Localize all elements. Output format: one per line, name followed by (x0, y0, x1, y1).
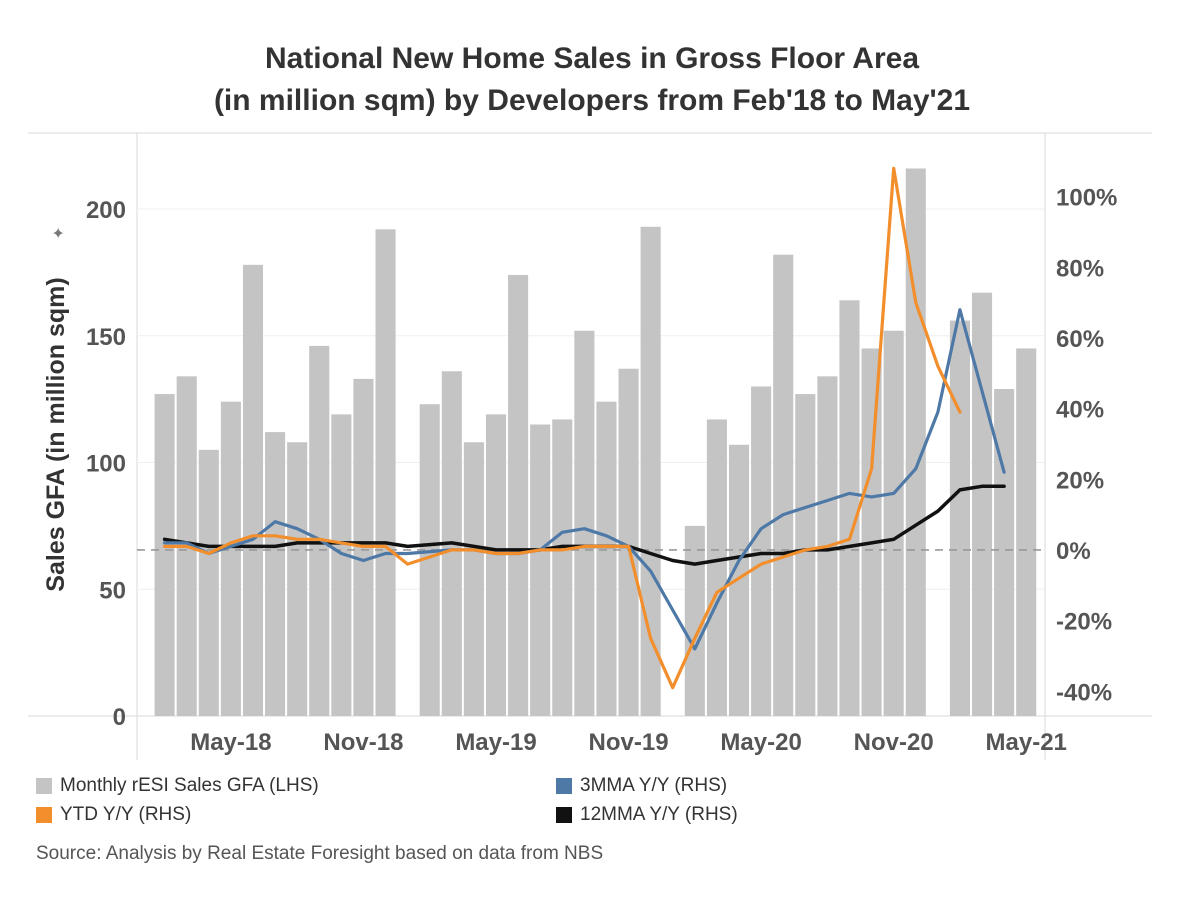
legend-item-3mma: 3MMA Y/Y (RHS) (556, 775, 727, 797)
y-right-tick-label: 80% (1056, 255, 1104, 282)
bar-gfa (220, 401, 241, 716)
bar-gfa (596, 401, 617, 716)
bar-gfa (574, 330, 595, 716)
bar-gfa (242, 264, 264, 716)
bar-gfa (375, 229, 396, 717)
y-left-tick-label: 50 (99, 577, 126, 604)
line-series-3mma (163, 308, 1006, 651)
bar-gfa (463, 442, 484, 716)
legend-swatch-gfa (36, 778, 52, 794)
bar-gfa (751, 386, 772, 716)
bar-gfa (949, 320, 970, 716)
legend-item-gfa: Monthly rESI Sales GFA (LHS) (36, 775, 319, 797)
bar-gfa (1016, 348, 1037, 716)
x-tick-label: Nov-20 (854, 729, 934, 756)
bar-gfa (773, 254, 794, 717)
y-left-tick-label: 150 (86, 324, 126, 351)
bar-gfa (618, 368, 639, 716)
x-tick-label: Nov-18 (323, 729, 403, 756)
bar-gfa (640, 226, 661, 716)
bar-gfa (552, 419, 573, 716)
bar-gfa (530, 424, 551, 716)
y-right-tick-label: -20% (1056, 609, 1112, 636)
legend-swatch-3mma (556, 778, 572, 794)
legend-label-3mma: 3MMA Y/Y (RHS) (580, 775, 728, 796)
bar-gfa (419, 404, 440, 716)
chart-plot: 0 50 100 150 200 -40% -20% 0% 20% 40% 60% 80% 100% Sa… (28, 132, 1152, 760)
bar-gfa (485, 414, 507, 716)
y-right-tick-label: 20% (1056, 467, 1104, 494)
x-tick-label: May-18 (190, 729, 271, 756)
bar-gfa (706, 419, 727, 716)
bar-gfa (839, 300, 860, 716)
y-right-tick-label: 0% (1056, 538, 1091, 565)
bar-gfa (265, 432, 286, 716)
bar-gfa (795, 394, 816, 716)
y-left-tick-label: 200 (86, 197, 126, 224)
x-tick-label: Nov-19 (589, 729, 669, 756)
y-right-tick-label: 60% (1056, 326, 1104, 353)
source-note: Source: Analysis by Real Estate Foresigh… (36, 843, 604, 864)
chart-title: National New Home Sales in Gross Floor A… (264, 42, 920, 75)
chart-subtitle: (in million sqm) by Developers from Feb'… (213, 84, 971, 117)
line-series-ytd (163, 166, 962, 690)
bar-gfa (971, 292, 993, 716)
y-axis-title-marker: ✦ (51, 226, 68, 239)
legend-swatch-12mma (556, 807, 572, 823)
bar-gfa (331, 414, 352, 716)
bar-gfa (198, 449, 219, 716)
bar-gfa (154, 394, 175, 716)
bar-gfa (728, 444, 750, 716)
x-tick-label: May-21 (986, 729, 1067, 756)
x-tick-label: May-20 (720, 729, 801, 756)
y-right-tick-label: -40% (1056, 679, 1112, 706)
legend-swatch-ytd (36, 807, 52, 823)
bar-gfa (861, 348, 882, 716)
y-axis-title: Sales GFA (in million sqm) (42, 277, 70, 591)
bar-gfa (883, 330, 904, 716)
y-left-tick-label: 0 (113, 704, 126, 731)
bar-gfa (309, 345, 330, 716)
y-right-tick-label: 100% (1056, 185, 1117, 212)
bar-gfa (684, 525, 705, 716)
legend-item-ytd: YTD Y/Y (RHS) (36, 804, 191, 826)
y-left-tick-label: 100 (86, 451, 126, 478)
legend-item-12mma: 12MMA Y/Y (RHS) (556, 804, 738, 826)
bar-gfa (508, 274, 529, 716)
bar-gfa (994, 389, 1015, 716)
bar-gfa (905, 168, 926, 717)
legend-label-gfa: Monthly rESI Sales GFA (LHS) (60, 775, 319, 796)
bar-gfa (287, 442, 308, 716)
legend-label-12mma: 12MMA Y/Y (RHS) (580, 804, 738, 825)
x-tick-label: May-19 (455, 729, 536, 756)
y-right-tick-label: 40% (1056, 397, 1104, 424)
legend-label-ytd: YTD Y/Y (RHS) (60, 804, 192, 825)
